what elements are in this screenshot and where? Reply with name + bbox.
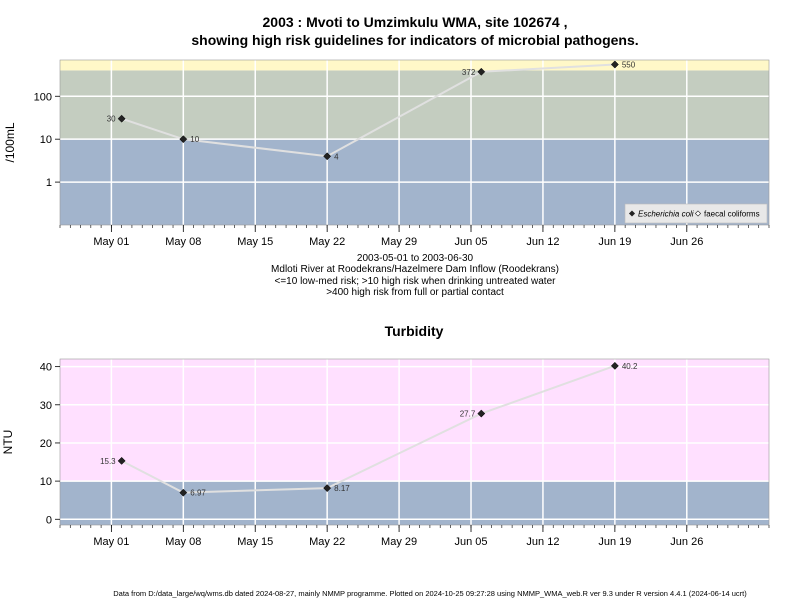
data-point-0 bbox=[117, 114, 126, 123]
data-label-3: 372 bbox=[462, 68, 476, 77]
legend-label-1: faecal coliforms bbox=[704, 210, 760, 219]
chart-title-line-1: 2003 : Mvoti to Umzimkulu WMA, site 1026… bbox=[262, 14, 568, 30]
data-label-2: 4 bbox=[334, 152, 339, 161]
y-tick-label-1: 10 bbox=[40, 476, 52, 488]
data-point-3 bbox=[477, 409, 486, 418]
data-point-1 bbox=[179, 488, 188, 497]
risk-band-1 bbox=[60, 359, 769, 482]
plot-frame bbox=[59, 59, 770, 226]
y-axis-label: /100mL bbox=[3, 122, 17, 162]
data-label-4: 40.2 bbox=[622, 362, 638, 371]
chart-title: Turbidity bbox=[385, 323, 444, 339]
info-date-range: 2003-05-01 to 2003-06-30 bbox=[356, 253, 474, 264]
risk-band-1 bbox=[60, 70, 769, 140]
x-tick-label-6: Jun 12 bbox=[526, 536, 559, 548]
data-point-2 bbox=[323, 484, 332, 493]
legend-symbol-0 bbox=[628, 210, 636, 217]
x-tick-label-4: May 29 bbox=[381, 236, 417, 248]
x-tick-label-7: Jun 19 bbox=[598, 536, 631, 548]
x-tick-label-7: Jun 19 bbox=[598, 236, 631, 248]
risk-band-2 bbox=[60, 60, 769, 71]
data-label-4: 550 bbox=[622, 60, 636, 69]
data-label-0: 30 bbox=[107, 115, 116, 124]
x-tick-label-3: May 22 bbox=[309, 536, 345, 548]
info-site-name: Mdloti River at Roodekrans/Hazelmere Dam… bbox=[271, 264, 559, 275]
plot-frame bbox=[59, 358, 770, 526]
footer-note: Data from D:/data_large/wq/wms.db dated … bbox=[113, 589, 747, 598]
x-tick-label-5: Jun 05 bbox=[454, 236, 487, 248]
legend-symbol-1 bbox=[694, 210, 702, 217]
x-tick-label-1: May 08 bbox=[165, 236, 201, 248]
y-tick-label-3: 30 bbox=[40, 400, 52, 412]
y-tick-label-4: 40 bbox=[40, 362, 52, 374]
chart-title-line-2: showing high risk guidelines for indicat… bbox=[191, 32, 639, 48]
info-drinking-risk: <=10 low-med risk; >10 high risk when dr… bbox=[274, 276, 556, 287]
data-point-2 bbox=[323, 152, 332, 161]
x-tick-label-4: May 29 bbox=[381, 536, 417, 548]
info-contact-risk: >400 high risk from full or partial cont… bbox=[326, 287, 504, 298]
legend-label-0: Escherichia coli bbox=[638, 210, 694, 219]
ecoli-chart: May 01 May 08 May 15 May 22 May 29 Jun 05 Jun … bbox=[3, 59, 770, 248]
data-label-1: 10 bbox=[190, 135, 199, 144]
data-point-4 bbox=[610, 361, 619, 370]
data-point-4 bbox=[610, 60, 619, 69]
x-tick-label-6: Jun 12 bbox=[526, 236, 559, 248]
y-tick-label-1: 10 bbox=[40, 134, 52, 146]
y-tick-label-0: 1 bbox=[46, 177, 52, 189]
data-label-2: 8.17 bbox=[334, 484, 350, 493]
data-point-1 bbox=[179, 135, 188, 144]
y-tick-label-2: 100 bbox=[34, 91, 52, 103]
turbidity-chart: May 01 May 08 May 15 May 22 May 29 Jun 05 Jun … bbox=[1, 323, 770, 548]
risk-band-0 bbox=[60, 481, 769, 525]
x-tick-label-8: Jun 26 bbox=[670, 536, 703, 548]
x-tick-label-2: May 15 bbox=[237, 536, 273, 548]
x-tick-label-1: May 08 bbox=[165, 536, 201, 548]
x-tick-label-0: May 01 bbox=[93, 536, 129, 548]
data-label-3: 27.7 bbox=[460, 410, 476, 419]
data-point-0 bbox=[117, 456, 126, 465]
data-label-1: 6.97 bbox=[190, 489, 206, 498]
x-tick-label-2: May 15 bbox=[237, 236, 273, 248]
data-label-0: 15.3 bbox=[100, 457, 116, 466]
x-tick-label-8: Jun 26 bbox=[670, 236, 703, 248]
x-tick-label-3: May 22 bbox=[309, 236, 345, 248]
x-tick-label-0: May 01 bbox=[93, 236, 129, 248]
data-point-3 bbox=[477, 67, 486, 76]
y-tick-label-2: 20 bbox=[40, 438, 52, 450]
y-tick-label-0: 0 bbox=[46, 514, 52, 526]
x-tick-label-5: Jun 05 bbox=[454, 536, 487, 548]
y-axis-label: NTU bbox=[1, 430, 15, 455]
